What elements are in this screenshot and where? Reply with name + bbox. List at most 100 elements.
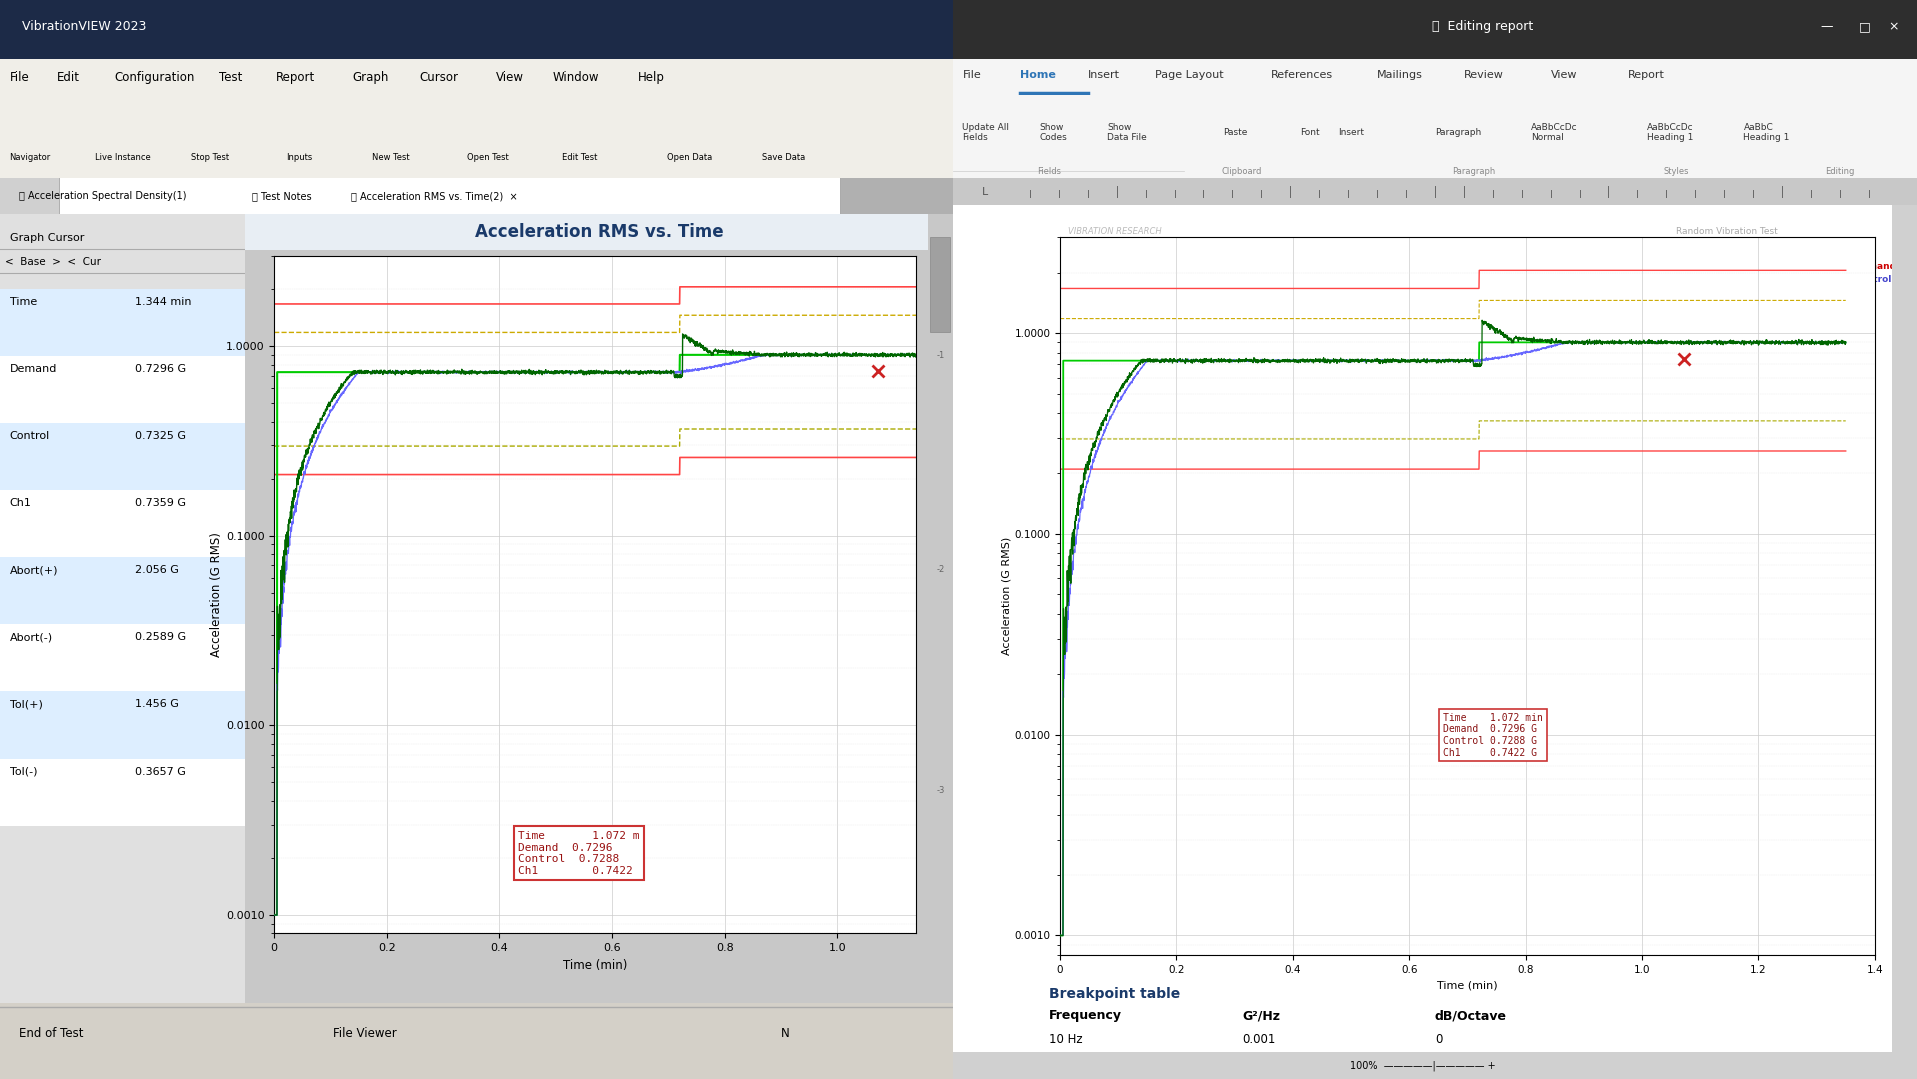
Text: Live Instance: Live Instance bbox=[96, 153, 151, 162]
Text: 0.7359 G: 0.7359 G bbox=[134, 498, 186, 508]
Text: Paste: Paste bbox=[1223, 127, 1248, 137]
Text: Report: Report bbox=[276, 70, 316, 84]
Text: Frequency: Frequency bbox=[1049, 1009, 1121, 1022]
Text: View: View bbox=[495, 70, 523, 84]
Text: 🔷 Test Notes: 🔷 Test Notes bbox=[253, 191, 312, 201]
Text: <  Base  >  <  Cur: < Base > < Cur bbox=[6, 257, 102, 268]
Text: Abort(+): Abort(+) bbox=[10, 565, 58, 575]
Text: 0.7296 G: 0.7296 G bbox=[134, 364, 186, 373]
Text: Save Data: Save Data bbox=[763, 153, 805, 162]
Bar bbox=[0, 759, 245, 825]
Text: AaBbC
Heading 1: AaBbC Heading 1 bbox=[1743, 123, 1790, 142]
FancyBboxPatch shape bbox=[59, 169, 840, 222]
Text: Random Vibration Test: Random Vibration Test bbox=[1675, 227, 1777, 236]
Text: 🟢 Acceleration RMS vs. Time(2)  ×: 🟢 Acceleration RMS vs. Time(2) × bbox=[351, 191, 518, 201]
Bar bbox=[0, 692, 245, 759]
Text: End of Test: End of Test bbox=[19, 1027, 84, 1040]
Text: 10 Hz: 10 Hz bbox=[1049, 1033, 1083, 1046]
Text: dB/Octave: dB/Octave bbox=[1434, 1009, 1507, 1022]
Text: References: References bbox=[1271, 70, 1332, 80]
Text: Time: Time bbox=[10, 297, 36, 306]
Text: Edit: Edit bbox=[58, 70, 81, 84]
Text: Cursor: Cursor bbox=[420, 70, 458, 84]
Text: Time       1.072 m
Demand  0.7296
Control  0.7288
Ch1        0.7422: Time 1.072 m Demand 0.7296 Control 0.728… bbox=[518, 831, 640, 876]
Bar bbox=[0, 557, 245, 625]
Text: Graph Cursor: Graph Cursor bbox=[10, 233, 84, 244]
Text: Home: Home bbox=[1020, 70, 1056, 80]
Text: ×: × bbox=[1888, 21, 1898, 33]
Bar bbox=[0, 356, 245, 423]
Text: 🟢 Acceleration Spectral Density(1): 🟢 Acceleration Spectral Density(1) bbox=[19, 191, 186, 201]
Text: Demand: Demand bbox=[1854, 262, 1896, 271]
Bar bbox=[0, 625, 245, 692]
Text: Stop Test: Stop Test bbox=[190, 153, 228, 162]
Bar bbox=[0, 423, 245, 490]
Text: View: View bbox=[1551, 70, 1578, 80]
Text: -2: -2 bbox=[935, 564, 945, 574]
Text: AaBbCcDc
Normal: AaBbCcDc Normal bbox=[1532, 123, 1578, 142]
Text: Fields: Fields bbox=[1037, 167, 1062, 176]
Text: □: □ bbox=[1859, 21, 1871, 33]
Text: Page Layout: Page Layout bbox=[1156, 70, 1223, 80]
Text: Acceleration RMS vs. Time: Acceleration RMS vs. Time bbox=[1315, 244, 1555, 259]
Text: Ch1: Ch1 bbox=[10, 498, 33, 508]
Text: 2.056 G: 2.056 G bbox=[134, 565, 178, 575]
Text: Review: Review bbox=[1465, 70, 1503, 80]
Text: AaBbCcDc
Heading 1: AaBbCcDc Heading 1 bbox=[1647, 123, 1693, 142]
Text: Test: Test bbox=[219, 70, 243, 84]
Text: 10: 10 bbox=[1434, 1052, 1449, 1065]
Text: L: L bbox=[982, 187, 987, 196]
Text: Paragraph: Paragraph bbox=[1434, 127, 1482, 137]
Text: Tol(-): Tol(-) bbox=[10, 766, 36, 777]
Text: File: File bbox=[962, 70, 982, 80]
Text: Ch1: Ch1 bbox=[1854, 288, 1873, 297]
Text: File Viewer: File Viewer bbox=[334, 1027, 397, 1040]
X-axis label: Time (min): Time (min) bbox=[564, 958, 627, 971]
Text: 0: 0 bbox=[1434, 1033, 1442, 1046]
Text: Open Test: Open Test bbox=[468, 153, 508, 162]
Text: 0.01: 0.01 bbox=[1242, 1071, 1267, 1079]
Text: Open Data: Open Data bbox=[667, 153, 713, 162]
Text: Report: Report bbox=[1628, 70, 1664, 80]
X-axis label: Time (min): Time (min) bbox=[1438, 980, 1497, 991]
Text: New Test: New Test bbox=[372, 153, 408, 162]
Text: 0.001: 0.001 bbox=[1242, 1033, 1275, 1046]
Text: N: N bbox=[782, 1027, 790, 1040]
Text: Window: Window bbox=[552, 70, 600, 84]
Text: VibrationVIEW 2023: VibrationVIEW 2023 bbox=[13, 21, 148, 33]
Text: Show
Codes: Show Codes bbox=[1039, 123, 1068, 142]
Text: 200 Hz: 200 Hz bbox=[1049, 1071, 1091, 1079]
Text: Help: Help bbox=[638, 70, 665, 84]
Y-axis label: Acceleration (G RMS): Acceleration (G RMS) bbox=[211, 532, 222, 657]
Text: 0.3657 G: 0.3657 G bbox=[134, 766, 186, 777]
Text: 1.456 G: 1.456 G bbox=[134, 699, 178, 709]
Text: Paragraph: Paragraph bbox=[1451, 167, 1495, 176]
Text: -3: -3 bbox=[935, 786, 945, 795]
Text: Demand: Demand bbox=[10, 364, 58, 373]
Text: Configuration: Configuration bbox=[115, 70, 196, 84]
Text: Navigator: Navigator bbox=[10, 153, 50, 162]
Text: 0.001: 0.001 bbox=[1242, 1052, 1275, 1065]
FancyBboxPatch shape bbox=[0, 169, 627, 222]
Bar bbox=[930, 237, 951, 332]
Text: Insert: Insert bbox=[1338, 127, 1365, 137]
Text: Breakpoint table: Breakpoint table bbox=[1049, 987, 1181, 1001]
Text: Acceleration RMS vs. Time: Acceleration RMS vs. Time bbox=[475, 223, 723, 241]
Text: 0.2589 G: 0.2589 G bbox=[134, 632, 186, 642]
Text: —: — bbox=[1821, 21, 1833, 33]
Bar bbox=[0, 289, 245, 356]
Bar bbox=[0, 490, 245, 557]
Y-axis label: Acceleration (G RMS): Acceleration (G RMS) bbox=[1001, 537, 1012, 655]
Text: Mailings: Mailings bbox=[1376, 70, 1422, 80]
Text: Tol(+): Tol(+) bbox=[10, 699, 42, 709]
Text: Control: Control bbox=[10, 431, 50, 441]
Text: Graph: Graph bbox=[353, 70, 389, 84]
Text: Time    1.072 min
Demand  0.7296 G
Control 0.7288 G
Ch1     0.7422 G: Time 1.072 min Demand 0.7296 G Control 0… bbox=[1444, 713, 1543, 757]
Text: G²/Hz: G²/Hz bbox=[1242, 1009, 1281, 1022]
Text: File: File bbox=[10, 70, 29, 84]
Text: 📋  Editing report: 📋 Editing report bbox=[1432, 21, 1534, 33]
Text: -1: -1 bbox=[935, 352, 945, 360]
Text: 1.344 min: 1.344 min bbox=[134, 297, 192, 306]
Text: 100%  —————|————— +: 100% —————|————— + bbox=[1350, 1061, 1495, 1070]
Text: Edit Test: Edit Test bbox=[562, 153, 598, 162]
